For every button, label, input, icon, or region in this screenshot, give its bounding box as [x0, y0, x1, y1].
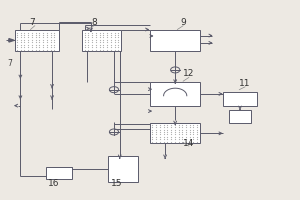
Text: 11: 11: [239, 79, 251, 88]
Bar: [108, 156, 139, 182]
Text: 8: 8: [91, 18, 97, 27]
Bar: [15, 29, 59, 51]
Text: 7: 7: [8, 59, 12, 68]
Text: 14: 14: [183, 139, 195, 148]
Bar: [46, 167, 72, 179]
Text: 16: 16: [48, 179, 59, 188]
Bar: [229, 110, 251, 123]
Bar: [150, 123, 200, 143]
Bar: [150, 29, 200, 51]
Text: 12: 12: [183, 70, 195, 78]
Polygon shape: [9, 39, 14, 42]
Bar: [82, 29, 121, 51]
Bar: [224, 92, 256, 106]
Text: 9: 9: [180, 18, 186, 27]
Bar: [150, 82, 200, 106]
Text: 7: 7: [29, 18, 35, 27]
Text: 15: 15: [111, 179, 123, 188]
